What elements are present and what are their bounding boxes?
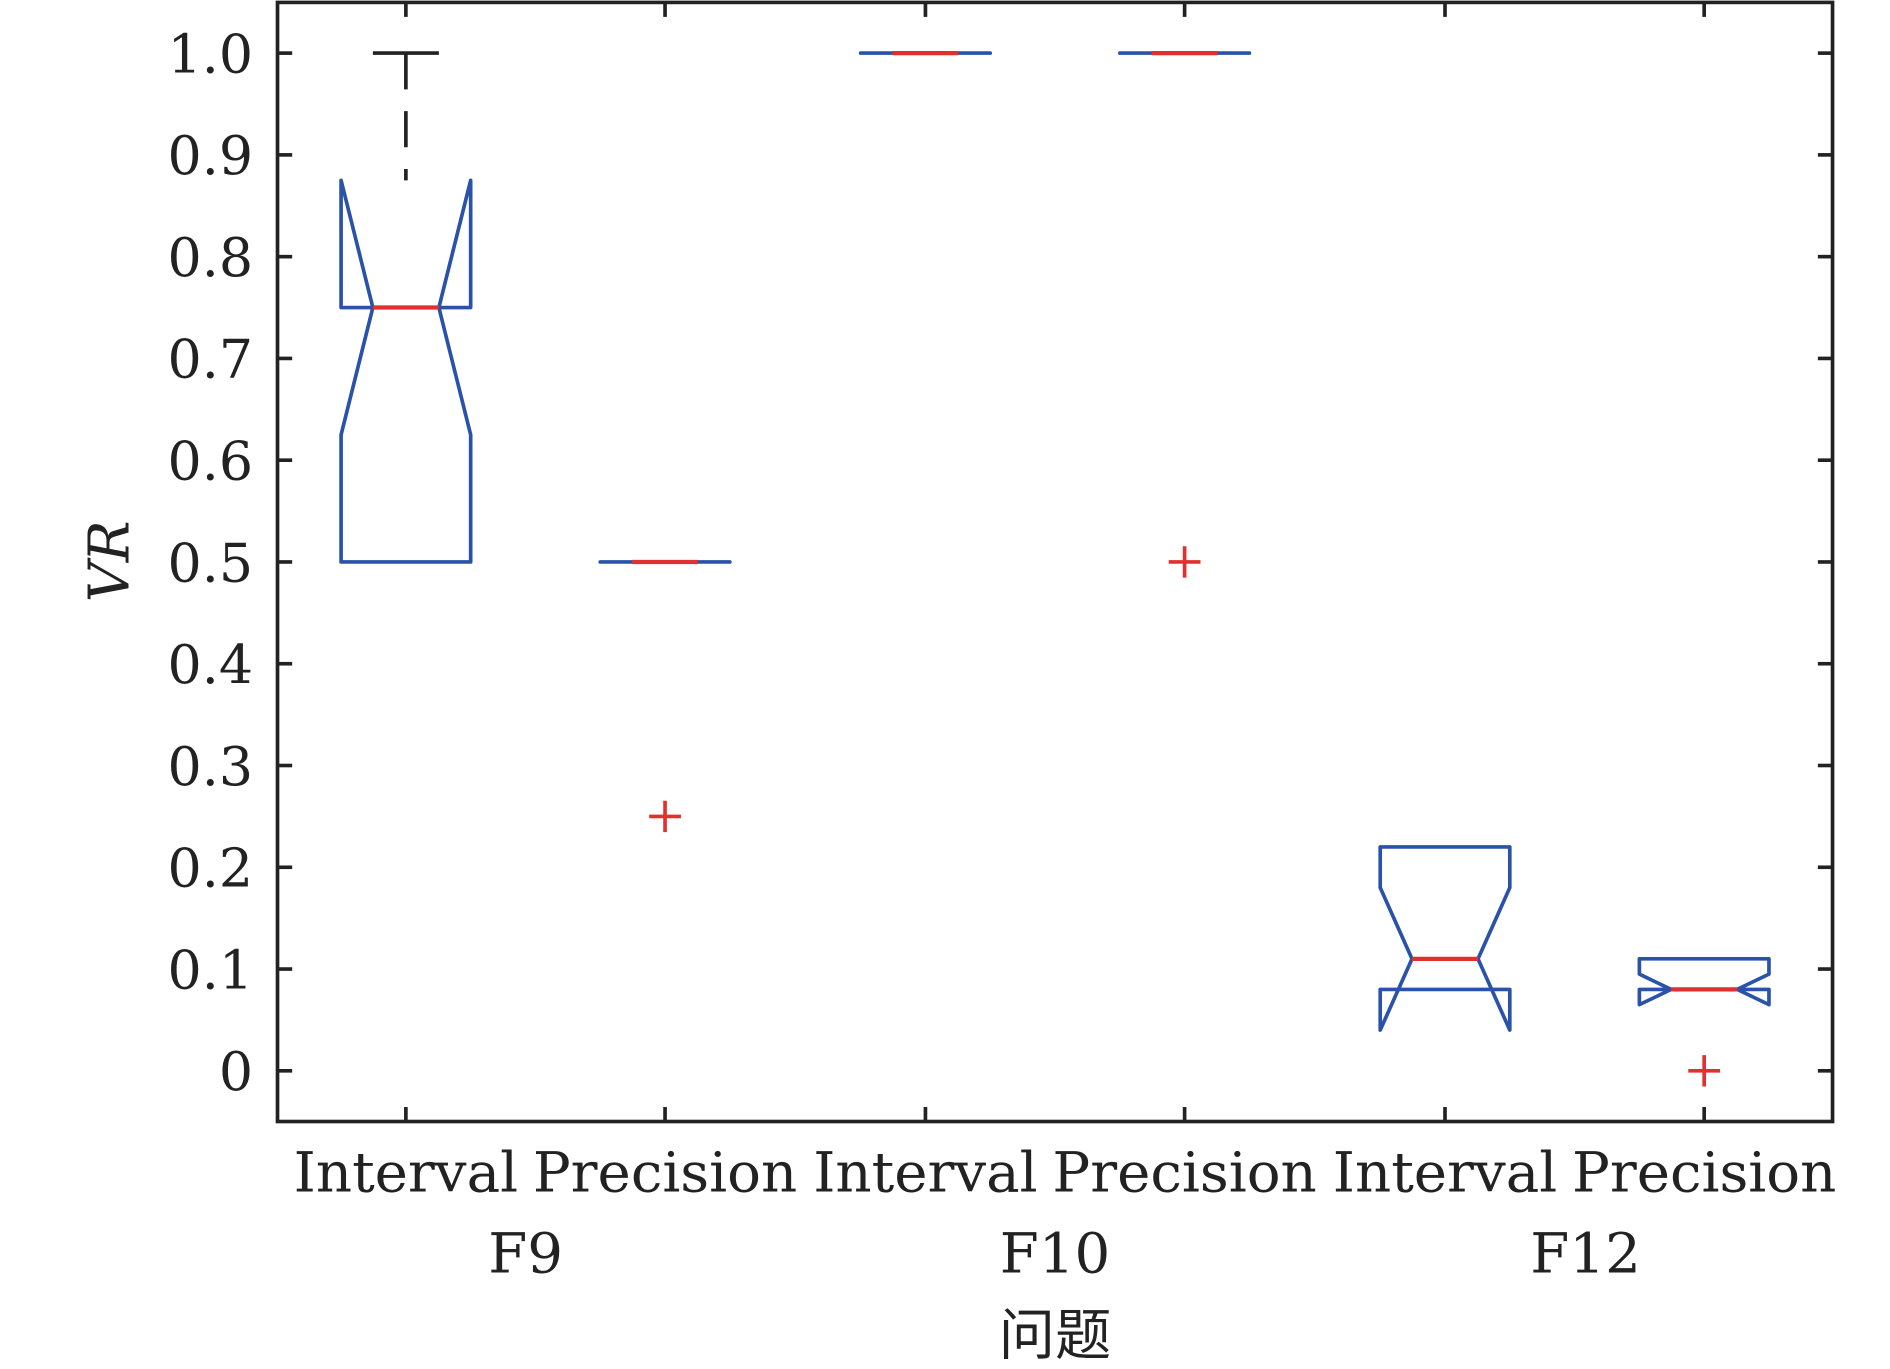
y-tick-label: 0.3	[168, 735, 254, 798]
box	[1637, 957, 1771, 1007]
group-label: F9	[488, 1222, 563, 1287]
x-tick-label: Precision	[1052, 1141, 1316, 1206]
outlier-marker	[1688, 1055, 1721, 1087]
outlier-marker	[1168, 546, 1201, 578]
x-tick-label: Interval	[294, 1141, 518, 1206]
y-tick-label: 1.0	[168, 23, 254, 86]
y-tick-label: 0.5	[168, 532, 254, 595]
x-tick-label: Precision	[1572, 1141, 1836, 1206]
y-axis-label: VR	[77, 520, 142, 602]
y-tick-label: 0	[219, 1040, 253, 1103]
x-tick-label: Precision	[533, 1141, 797, 1206]
x-tick-label: Interval	[1333, 1141, 1557, 1206]
box	[1378, 845, 1512, 1032]
box	[339, 178, 473, 564]
group-label: F12	[1530, 1222, 1641, 1287]
plot-area	[275, 0, 1835, 1124]
y-tick-label: 0.8	[168, 226, 254, 289]
y-tick-label: 0.1	[168, 939, 254, 1002]
group-label: F10	[1000, 1222, 1111, 1287]
y-tick-label: 0.6	[168, 430, 254, 493]
outlier-marker	[649, 800, 681, 833]
y-tick-label: 0.7	[168, 328, 254, 391]
y-tick-label: 0.4	[168, 633, 254, 696]
y-tick-label: 0.9	[168, 125, 254, 188]
x-tick-label: Interval	[813, 1141, 1037, 1206]
y-tick-label: 0.2	[168, 837, 254, 900]
x-axis-label: 问题	[999, 1304, 1111, 1369]
